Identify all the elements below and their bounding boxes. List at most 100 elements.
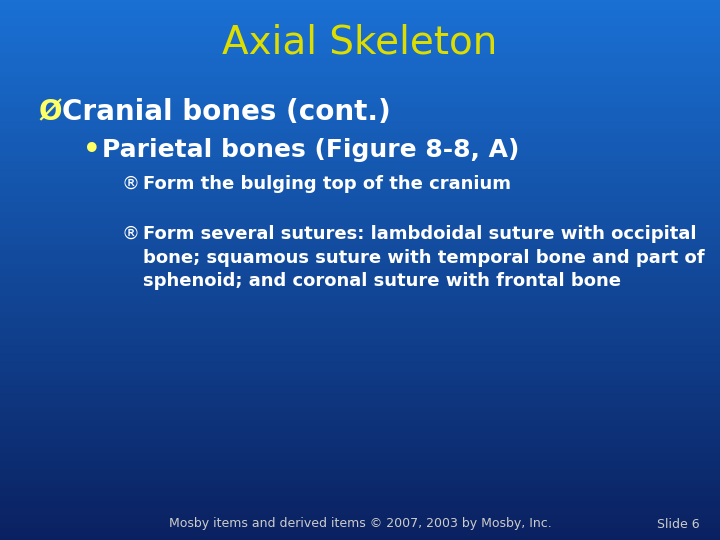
Bar — [0, 327, 720, 329]
Bar — [0, 451, 720, 454]
Bar — [0, 462, 720, 464]
Bar — [0, 478, 720, 481]
Bar — [0, 359, 720, 362]
Bar — [0, 135, 720, 138]
Bar — [0, 513, 720, 516]
Bar — [0, 381, 720, 383]
Bar — [0, 383, 720, 386]
Text: Cranial bones (cont.): Cranial bones (cont.) — [62, 98, 391, 126]
Bar — [0, 402, 720, 405]
Bar — [0, 521, 720, 524]
Bar — [0, 432, 720, 435]
Bar — [0, 275, 720, 278]
Bar — [0, 235, 720, 238]
Bar — [0, 408, 720, 410]
Bar — [0, 413, 720, 416]
Bar — [0, 405, 720, 408]
Bar — [0, 14, 720, 16]
Bar — [0, 386, 720, 389]
Bar — [0, 70, 720, 73]
Bar — [0, 397, 720, 400]
Text: Form several sutures: lambdoidal suture with occipital
bone; squamous suture wit: Form several sutures: lambdoidal suture … — [143, 225, 705, 290]
Bar — [0, 510, 720, 513]
Bar — [0, 319, 720, 321]
Bar — [0, 456, 720, 459]
Bar — [0, 159, 720, 162]
Bar — [0, 57, 720, 59]
Bar — [0, 240, 720, 243]
Bar — [0, 267, 720, 270]
Bar — [0, 65, 720, 68]
Bar — [0, 489, 720, 491]
Bar — [0, 537, 720, 540]
Bar — [0, 211, 720, 213]
Bar — [0, 22, 720, 24]
Bar — [0, 529, 720, 532]
Bar — [0, 213, 720, 216]
Bar — [0, 324, 720, 327]
Bar — [0, 454, 720, 456]
Bar — [0, 254, 720, 256]
Bar — [0, 76, 720, 78]
Bar — [0, 292, 720, 294]
Bar — [0, 89, 720, 92]
Bar — [0, 446, 720, 448]
Bar — [0, 294, 720, 297]
Bar — [0, 394, 720, 397]
Bar — [0, 100, 720, 103]
Bar — [0, 262, 720, 265]
Bar — [0, 335, 720, 338]
Bar — [0, 205, 720, 208]
Bar — [0, 332, 720, 335]
Bar — [0, 184, 720, 186]
Bar — [0, 313, 720, 316]
Bar — [0, 92, 720, 94]
Bar — [0, 421, 720, 424]
Bar — [0, 497, 720, 500]
Bar — [0, 221, 720, 224]
Bar — [0, 173, 720, 176]
Text: Parietal bones (Figure 8-8, A): Parietal bones (Figure 8-8, A) — [102, 138, 519, 162]
Bar — [0, 84, 720, 86]
Bar — [0, 178, 720, 181]
Bar — [0, 281, 720, 284]
Bar — [0, 284, 720, 286]
Bar — [0, 227, 720, 229]
Bar — [0, 122, 720, 124]
Bar — [0, 0, 720, 3]
Bar — [0, 59, 720, 62]
Bar — [0, 165, 720, 167]
Bar — [0, 265, 720, 267]
Bar — [0, 437, 720, 440]
Bar — [0, 508, 720, 510]
Bar — [0, 219, 720, 221]
Bar — [0, 176, 720, 178]
Bar — [0, 316, 720, 319]
Bar — [0, 310, 720, 313]
Bar — [0, 68, 720, 70]
Bar — [0, 278, 720, 281]
Bar — [0, 424, 720, 427]
Bar — [0, 51, 720, 54]
Bar — [0, 481, 720, 483]
Bar — [0, 224, 720, 227]
Bar — [0, 321, 720, 324]
Bar — [0, 27, 720, 30]
Bar — [0, 427, 720, 429]
Bar — [0, 286, 720, 289]
Bar — [0, 38, 720, 40]
Bar — [0, 119, 720, 122]
Bar — [0, 186, 720, 189]
Bar — [0, 103, 720, 105]
Bar — [0, 302, 720, 305]
Bar — [0, 375, 720, 378]
Text: Ø: Ø — [38, 98, 61, 126]
Bar — [0, 532, 720, 535]
Bar — [0, 208, 720, 211]
Bar — [0, 362, 720, 364]
Bar — [0, 472, 720, 475]
Bar — [0, 232, 720, 235]
Bar — [0, 346, 720, 348]
Bar — [0, 49, 720, 51]
Bar — [0, 373, 720, 375]
